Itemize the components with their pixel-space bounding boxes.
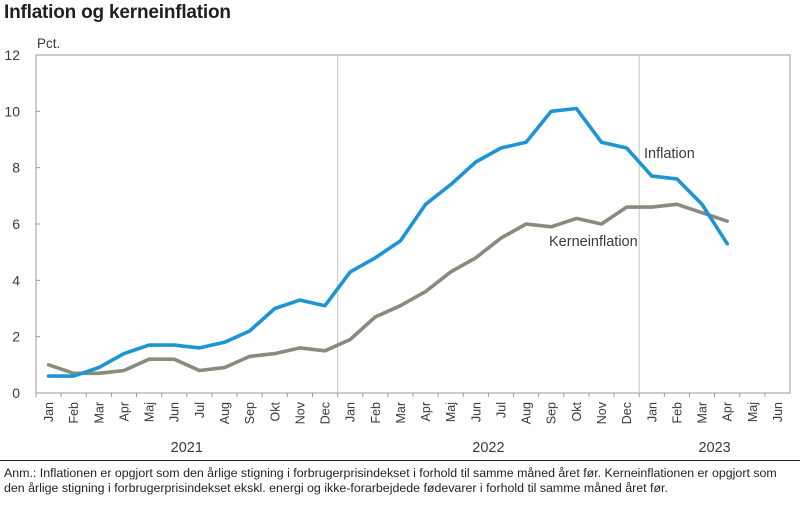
x-tick-label: Apr xyxy=(419,402,433,421)
y-axis-label: Pct. xyxy=(37,36,60,51)
x-tick-label: Apr xyxy=(117,402,131,421)
y-tick-label: 12 xyxy=(4,47,20,63)
series-label-kerneinflation: Kerneinflation xyxy=(549,234,638,250)
x-tick-label: Feb xyxy=(670,402,684,424)
year-label: 2021 xyxy=(171,440,203,456)
x-tick-label: Okt xyxy=(570,401,584,421)
x-tick-label: Sep xyxy=(243,402,257,424)
x-tick-label: Jan xyxy=(42,402,56,422)
series-labels: Inflation Kerneinflation xyxy=(549,146,695,250)
x-tick-label: Jul xyxy=(193,402,207,418)
x-tick-label: Mar xyxy=(696,402,710,424)
y-tick-label: 10 xyxy=(4,103,20,119)
year-labels: 2021 2022 2023 xyxy=(171,440,731,456)
x-tick-label: Mar xyxy=(92,402,106,424)
x-tick-label: Aug xyxy=(218,402,232,424)
x-tick-label: Sep xyxy=(545,402,559,424)
chart-title: Inflation og kerneinflation xyxy=(4,2,231,23)
x-tick-label: Maj xyxy=(444,402,458,422)
y-axis-ticks: 0 2 4 6 8 10 12 xyxy=(4,47,40,401)
x-tick-label: Jul xyxy=(494,402,508,418)
line-chart: 0 2 4 6 8 10 12 Jan Feb Mar Apr Maj Jun Jul Aug Sep Okt… xyxy=(4,36,791,456)
x-tick-label: Jun xyxy=(168,402,182,422)
x-tick-label: Jun xyxy=(469,402,483,422)
x-tick-label: Mar xyxy=(394,402,408,424)
footnote-divider xyxy=(0,460,800,461)
x-tick-label: Aug xyxy=(520,402,534,424)
y-tick-label: 4 xyxy=(12,272,20,288)
x-tick-label: Feb xyxy=(369,402,383,424)
y-tick-label: 2 xyxy=(12,329,20,345)
y-tick-label: 6 xyxy=(12,216,20,232)
year-gridlines xyxy=(337,55,640,393)
x-tick-label: Feb xyxy=(67,402,81,424)
x-tick-label: Jan xyxy=(344,402,358,422)
year-label: 2023 xyxy=(698,440,730,456)
x-tick-label: Okt xyxy=(268,401,282,421)
y-tick-label: 8 xyxy=(12,160,20,176)
series-line-kerneinflation xyxy=(46,202,729,376)
series-label-inflation: Inflation xyxy=(644,146,695,162)
x-tick-label: Dec xyxy=(620,402,634,424)
series-line-inflation xyxy=(46,106,729,378)
series-lines xyxy=(46,106,729,378)
year-label: 2022 xyxy=(472,440,504,456)
y-tick-label: 0 xyxy=(12,385,20,401)
footnote: Anm.: Inflationen er opgjort som den årl… xyxy=(4,466,777,495)
x-tick-label: Maj xyxy=(746,402,760,422)
x-tick-label: Apr xyxy=(721,402,735,421)
x-tick-label: Jan xyxy=(645,402,659,422)
x-tick-label: Dec xyxy=(319,402,333,424)
x-tick-label: Maj xyxy=(143,402,157,422)
x-axis-ticks: Jan Feb Mar Apr Maj Jun Jul Aug Sep Okt Nov Dec Jan F… xyxy=(35,393,785,424)
x-tick-label: Nov xyxy=(595,401,609,424)
x-tick-label: Nov xyxy=(293,401,307,424)
x-tick-label: Jun xyxy=(771,402,785,422)
